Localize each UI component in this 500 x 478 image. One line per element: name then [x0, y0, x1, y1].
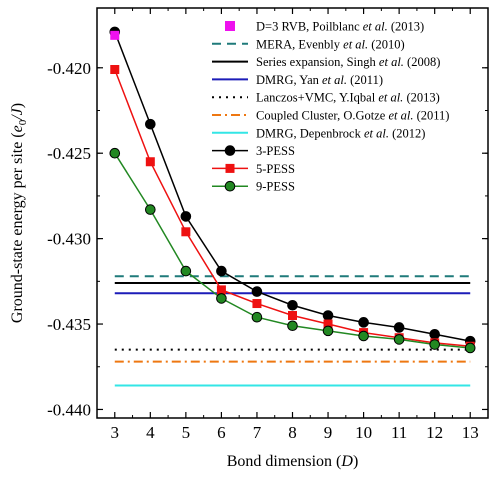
legend-entry-8: 3-PESS — [212, 144, 295, 158]
x-axis-title: Bond dimension (D) — [227, 453, 359, 470]
reference-lines — [114, 275, 471, 387]
point-9-PESS-10 — [358, 330, 369, 342]
legend-label: Lanczos+VMC, Y.Iqbal et al. (2013) — [256, 91, 440, 105]
legend-marker — [225, 21, 235, 31]
x-tick-label: 7 — [253, 423, 262, 442]
legend-label: DMRG, Yan et al. (2011) — [256, 73, 383, 87]
series-layer — [109, 26, 476, 354]
legend: D=3 RVB, Poilblanc et al. (2013) MERA, Ev… — [212, 20, 449, 194]
x-tick-label: 8 — [288, 423, 297, 442]
legend-marker — [224, 180, 236, 192]
legend-entry-6: Coupled Cluster, O.Gotze et al. (2011) — [212, 109, 449, 123]
legend-label: DMRG, Depenbrock et al. (2012) — [256, 126, 425, 140]
point-5-PESS-8 — [288, 311, 297, 320]
legend-entry-10: 9-PESS — [212, 180, 295, 194]
legend-entry-5: Lanczos+VMC, Y.Iqbal et al. (2013) — [212, 91, 440, 105]
point-5-PESS-3 — [110, 65, 120, 74]
point-3-PESS-10 — [358, 317, 369, 328]
point-9-PESS-8 — [287, 320, 298, 332]
point-5-PESS-5 — [181, 227, 191, 237]
point-9-PESS-6 — [216, 293, 227, 304]
point-9-PESS-3 — [109, 147, 121, 159]
point-5-PESS-4 — [145, 157, 155, 167]
point-5-PESS-6 — [216, 285, 226, 295]
point-3-PESS-8 — [287, 299, 298, 311]
legend-label: 5-PESS — [256, 162, 295, 176]
legend-label: 9-PESS — [256, 180, 295, 194]
point-3-PESS-9 — [322, 310, 334, 321]
plot-frame — [96, 7, 489, 419]
x-tick-label: 4 — [146, 423, 155, 442]
legend-entry-3: Series expansion, Singh et al. (2008) — [212, 55, 440, 69]
legend-entry-9: 5-PESS — [212, 162, 295, 176]
point-9-PESS-12 — [429, 339, 440, 350]
point-9-PESS-7 — [251, 311, 263, 323]
y-axis-title: Ground-state energy per site (e0/J) — [9, 103, 29, 323]
x-tick-label: 5 — [182, 423, 191, 442]
legend-label: MERA, Evenbly et al. (2010) — [256, 37, 405, 51]
x-tick-label: 9 — [324, 423, 333, 442]
y-tick-label: -0.425 — [47, 144, 91, 163]
legend-entry-1: D=3 RVB, Poilblanc et al. (2013) — [225, 20, 424, 34]
legend-label: 3-PESS — [256, 144, 295, 158]
point-9-PESS-13 — [464, 342, 476, 354]
point-5-PESS-7 — [252, 299, 262, 309]
point-3-PESS-6 — [216, 265, 227, 277]
legend-entry-7: DMRG, Depenbrock et al. (2012) — [212, 126, 425, 140]
point-3-PESS-12 — [429, 328, 440, 340]
legend-entry-2: MERA, Evenbly et al. (2010) — [212, 37, 405, 51]
point-9-PESS-4 — [145, 204, 156, 215]
point-9-PESS-11 — [393, 334, 405, 345]
legend-label: D=3 RVB, Poilblanc et al. (2013) — [256, 20, 424, 34]
point-5-PESS-9 — [323, 319, 333, 329]
y-tick-label: -0.440 — [47, 400, 91, 419]
legend-label: Series expansion, Singh et al. (2008) — [256, 55, 440, 69]
x-tick-label: 13 — [462, 423, 479, 442]
y-tick-label: -0.430 — [47, 230, 91, 249]
point-3-PESS-4 — [145, 118, 156, 130]
axes: 3 4 5 6 7 8 9 10 11 12 13 -0.440 -0.435 -0.430 -0.425 -… — [47, 7, 489, 442]
x-tick-label: 6 — [217, 423, 226, 442]
x-tick-label: 3 — [111, 423, 120, 442]
point-9-PESS-9 — [322, 325, 334, 337]
legend-marker — [225, 163, 235, 173]
point-3-PESS-11 — [393, 322, 405, 333]
legend-label: Coupled Cluster, O.Gotze et al. (2011) — [256, 109, 449, 123]
x-tick-label: 11 — [391, 423, 407, 442]
point-9-PESS-5 — [180, 265, 192, 277]
x-tick-label: 10 — [355, 423, 372, 442]
legend-entry-4: DMRG, Yan et al. (2011) — [212, 73, 383, 87]
y-tick-label: -0.435 — [47, 315, 91, 334]
point-3-PESS-7 — [251, 286, 263, 297]
x-tick-label: 12 — [426, 423, 443, 442]
point-3-PESS-5 — [180, 211, 192, 222]
series-3-PESS — [109, 26, 476, 347]
y-tick-label: -0.420 — [47, 59, 91, 78]
reference-point-1 — [110, 30, 120, 40]
legend-marker — [224, 145, 236, 156]
series-9-PESS — [109, 147, 476, 354]
